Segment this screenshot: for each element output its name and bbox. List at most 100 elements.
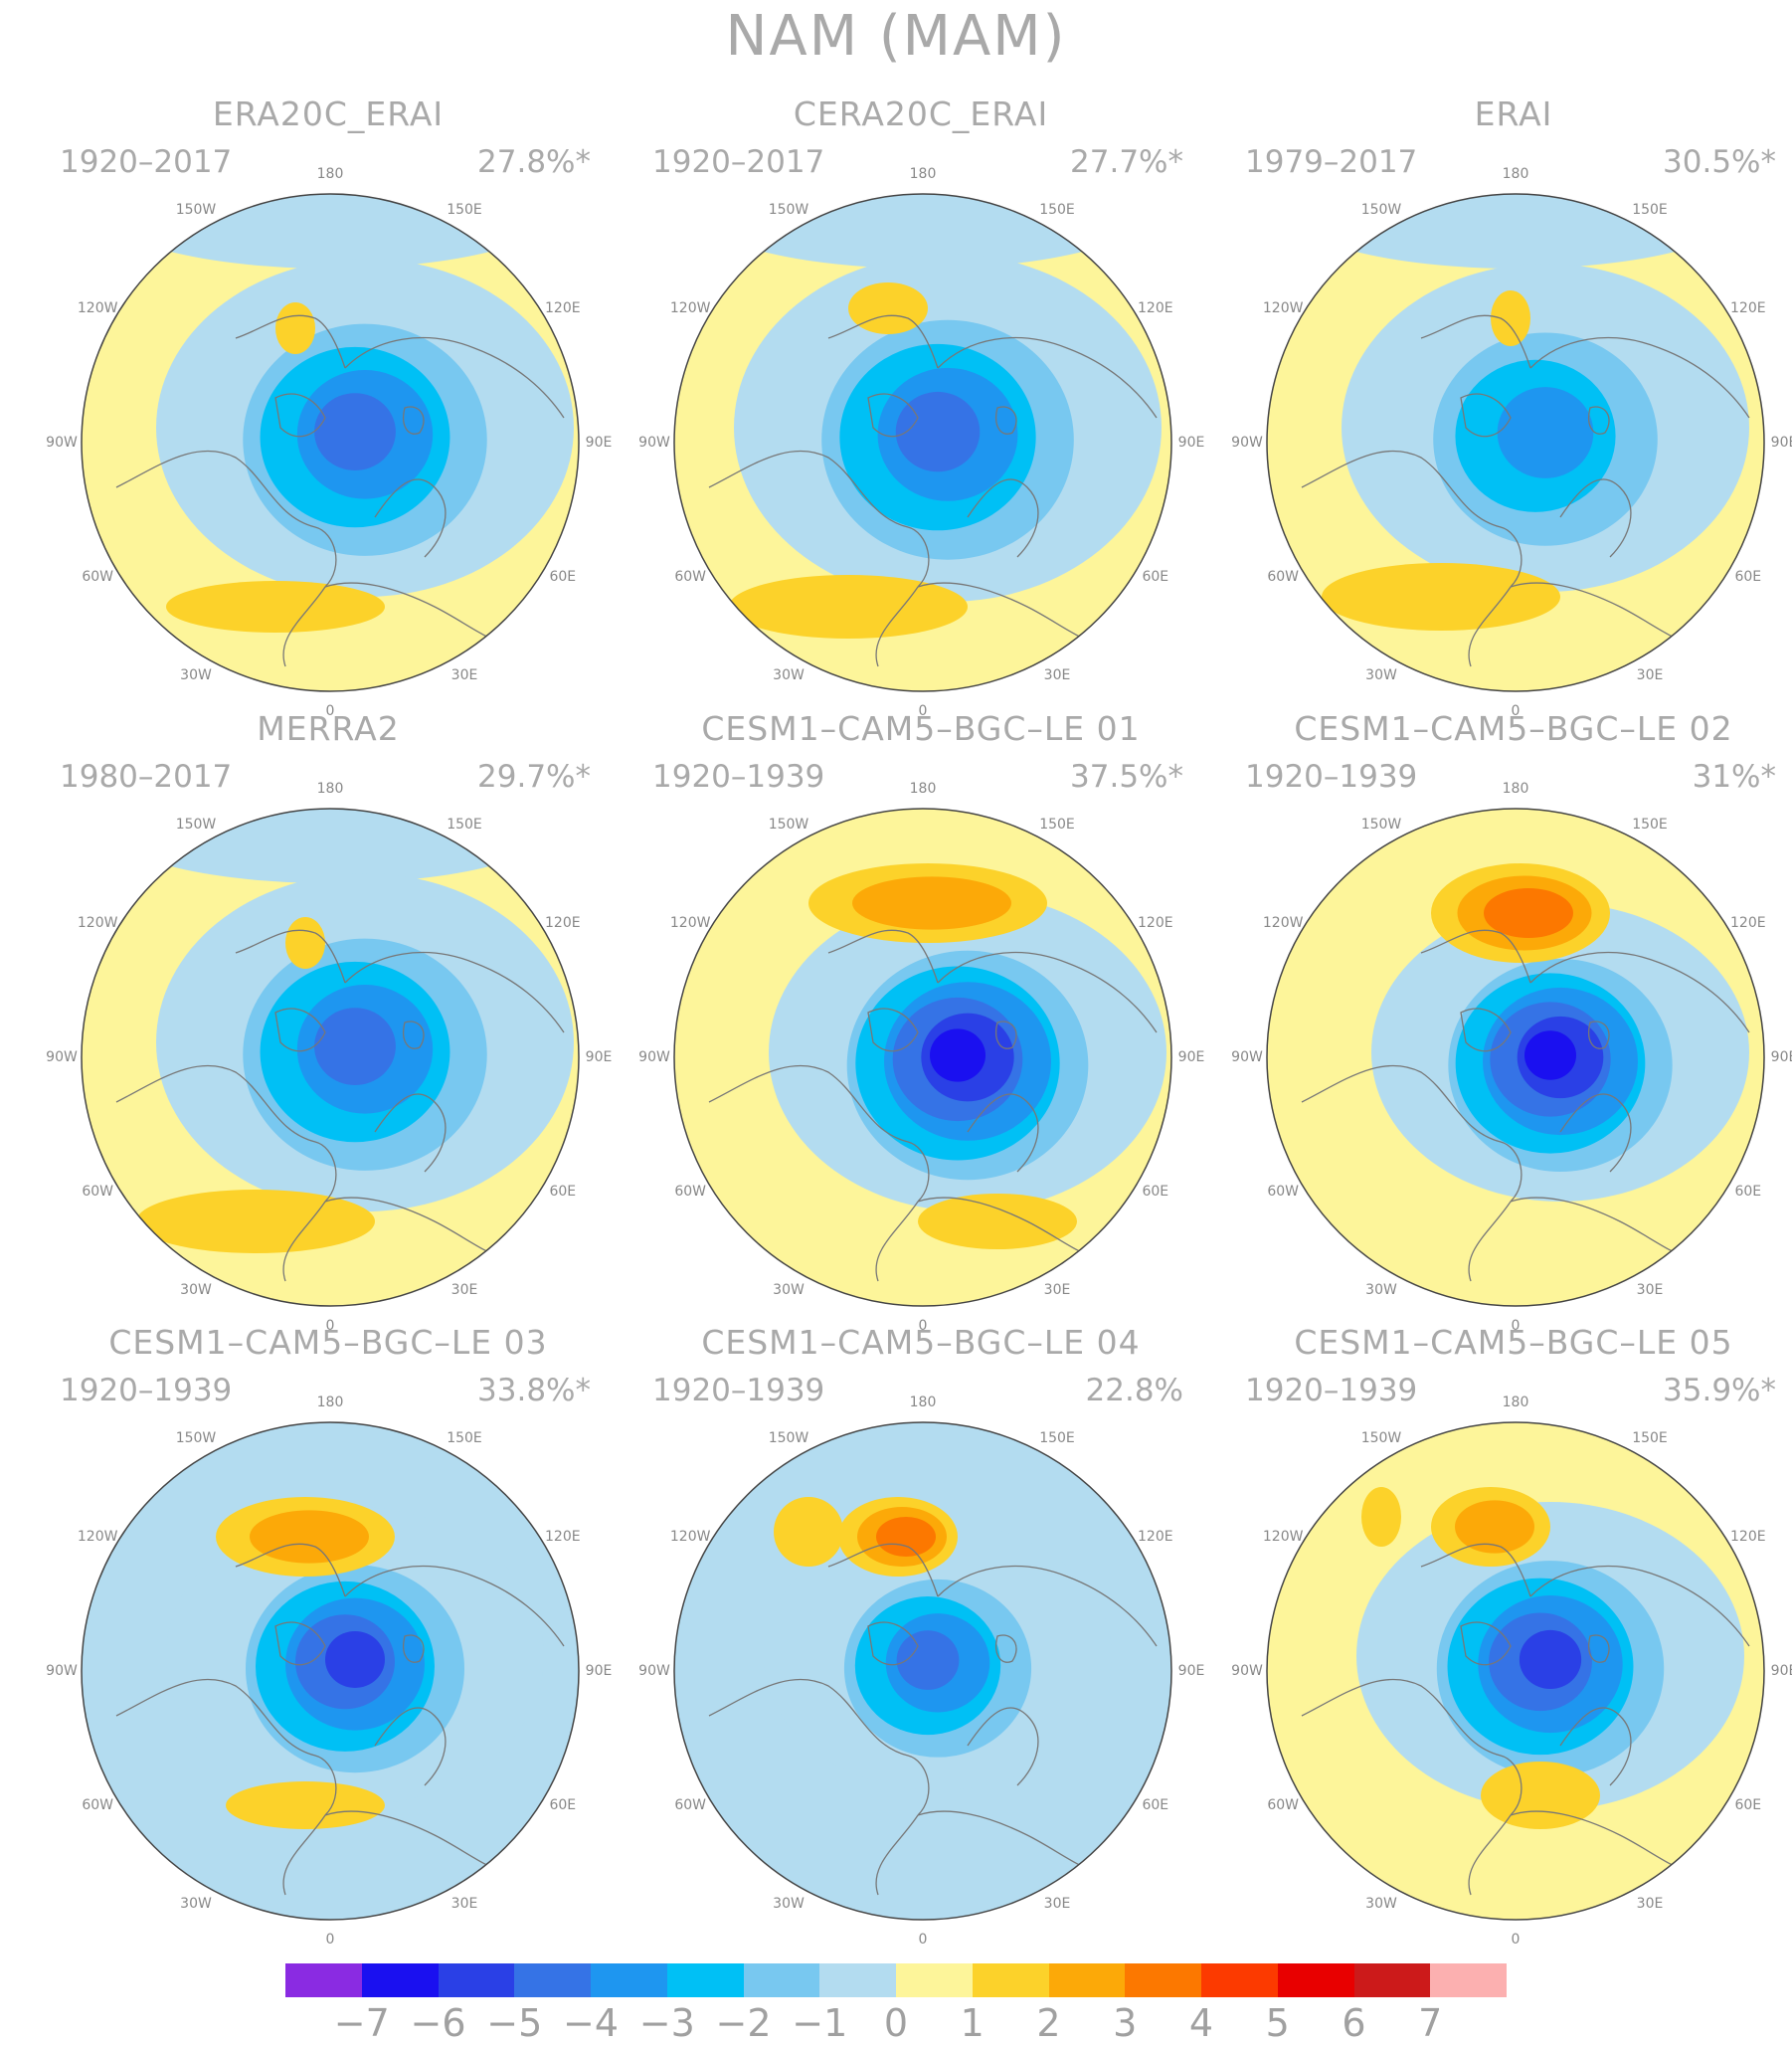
panel-title: CESM1–CAM5–BGC–LE 05 <box>1294 1323 1733 1362</box>
colorbar-label: −2 <box>715 2001 772 2045</box>
colorbar-cell <box>666 1963 745 1997</box>
panel-period: 1979–2017 <box>1245 144 1418 180</box>
colorbar-label: 0 <box>883 2001 909 2045</box>
coastline <box>937 337 1158 419</box>
longitude-label: 30W <box>773 666 805 683</box>
map-panel: ERA20C_ERAI 1920–2017 27.8%* 180 150E 120E 90E… <box>40 94 617 719</box>
negative-contour <box>896 1630 960 1690</box>
positive-contour <box>1484 888 1573 938</box>
longitude-label: 60E <box>1734 1184 1762 1200</box>
coastline <box>967 1093 1039 1173</box>
map-panel: CERA20C_ERAI 1920–2017 27.7%* 180 150E 120E 90… <box>632 94 1209 719</box>
negative-contour <box>1497 387 1594 478</box>
longitude-label: 30E <box>450 1895 478 1912</box>
colorbar-label: 6 <box>1342 2001 1366 2045</box>
longitude-label: 90W <box>46 1049 78 1065</box>
longitude-label: 60E <box>1734 1797 1762 1813</box>
longitude-label: 90E <box>1770 1049 1792 1065</box>
coastline <box>344 952 565 1033</box>
panel-title: CERA20C_ERAI <box>793 94 1049 133</box>
colorbar-cell <box>972 1963 1050 1997</box>
coastline <box>1301 1064 1523 1203</box>
colorbar-cell <box>1048 1963 1127 1997</box>
coastline <box>115 1064 337 1203</box>
map-boundary <box>81 193 580 692</box>
longitude-label: 90E <box>585 435 613 451</box>
map-boundary <box>81 808 580 1307</box>
coastline <box>1529 952 1750 1033</box>
coastline <box>1420 1543 1531 1597</box>
coastline <box>1559 1707 1632 1786</box>
longitude-label: 150W <box>175 202 217 219</box>
coastline <box>875 586 919 667</box>
colorbar-cell <box>1125 1963 1202 1997</box>
panel-variance: 33.8%* <box>477 1373 591 1408</box>
coastline <box>374 478 447 558</box>
longitude-label: 180 <box>909 781 937 797</box>
longitude-label: 120W <box>669 915 711 931</box>
coastline <box>1301 1678 1523 1816</box>
longitude-label: 0 <box>1511 703 1521 719</box>
longitude-label: 60W <box>1267 569 1300 585</box>
longitude-label: 30W <box>180 666 212 683</box>
panel-period: 1920–1939 <box>652 1373 825 1408</box>
negative-contour <box>325 1630 385 1688</box>
map-boundary <box>673 808 1172 1307</box>
longitude-label: 0 <box>1511 1318 1521 1334</box>
longitude-label: 120E <box>545 915 581 931</box>
coastline <box>1468 1814 1512 1896</box>
positive-contour <box>729 575 968 639</box>
map-panel: CESM1–CAM5–BGC–LE 04 1920–1939 22.8% 180 150… <box>632 1323 1209 1948</box>
positive-contour <box>1322 563 1560 631</box>
coastline <box>708 1064 930 1203</box>
negative-region <box>1287 194 1744 269</box>
colorbar-label: −4 <box>562 2001 620 2045</box>
longitude-label: 30E <box>1636 666 1664 683</box>
longitude-label: 0 <box>918 1932 928 1948</box>
coastline <box>708 1678 930 1816</box>
longitude-label: 0 <box>1511 1932 1521 1948</box>
longitude-label: 0 <box>325 1932 335 1948</box>
polar-map <box>1266 193 1765 692</box>
coastline <box>1460 1008 1512 1052</box>
longitude-label: 30W <box>1365 1281 1397 1298</box>
coastline <box>282 1814 326 1896</box>
map-boundary <box>673 1421 1172 1921</box>
longitude-label: 30E <box>450 666 478 683</box>
longitude-label: 0 <box>325 1318 335 1334</box>
colorbar-cell <box>896 1963 974 1997</box>
longitude-label: 150E <box>1039 1430 1075 1447</box>
coastline <box>867 1008 919 1052</box>
coastline <box>115 1678 337 1816</box>
longitude-label: 30W <box>773 1895 805 1912</box>
longitude-label: 120E <box>1730 300 1766 316</box>
coastline <box>403 406 425 435</box>
longitude-label: 90E <box>1177 1049 1205 1065</box>
polar-map <box>81 808 580 1307</box>
map-panel: CESM1–CAM5–BGC–LE 02 1920–1939 31%* 180 150E… <box>1225 709 1792 1334</box>
longitude-label: 120W <box>77 915 118 931</box>
map-panel: ERAI 1979–2017 30.5%* 180 150E 120E 90E 60E 30E 0… <box>1225 94 1792 719</box>
panel-title: CESM1–CAM5–BGC–LE 02 <box>1294 709 1733 748</box>
colorbar-label: −1 <box>792 2001 848 2045</box>
map-panel: MERRA2 1980–2017 29.7%* 180 150E 120E 90E 60E 30… <box>40 709 617 1334</box>
longitude-label: 90E <box>1770 1663 1792 1679</box>
coastline <box>827 929 939 984</box>
panel-period: 1920–1939 <box>1245 759 1418 795</box>
longitude-label: 60E <box>549 1184 577 1200</box>
coastline <box>235 1543 346 1597</box>
polar-map <box>673 1421 1172 1921</box>
longitude-label: 0 <box>918 703 928 719</box>
longitude-label: 90E <box>1177 1663 1205 1679</box>
colorbar-label: 1 <box>960 2001 985 2045</box>
longitude-label: 180 <box>1502 781 1529 797</box>
coastline <box>995 1021 1017 1049</box>
longitude-label: 30E <box>450 1281 478 1298</box>
longitude-label: 150W <box>1360 202 1402 219</box>
longitude-label: 180 <box>1502 166 1529 182</box>
longitude-label: 150W <box>768 1430 809 1447</box>
longitude-label: 180 <box>316 781 344 797</box>
longitude-label: 60E <box>1142 569 1169 585</box>
longitude-label: 180 <box>316 166 344 182</box>
coastline <box>1529 337 1750 419</box>
